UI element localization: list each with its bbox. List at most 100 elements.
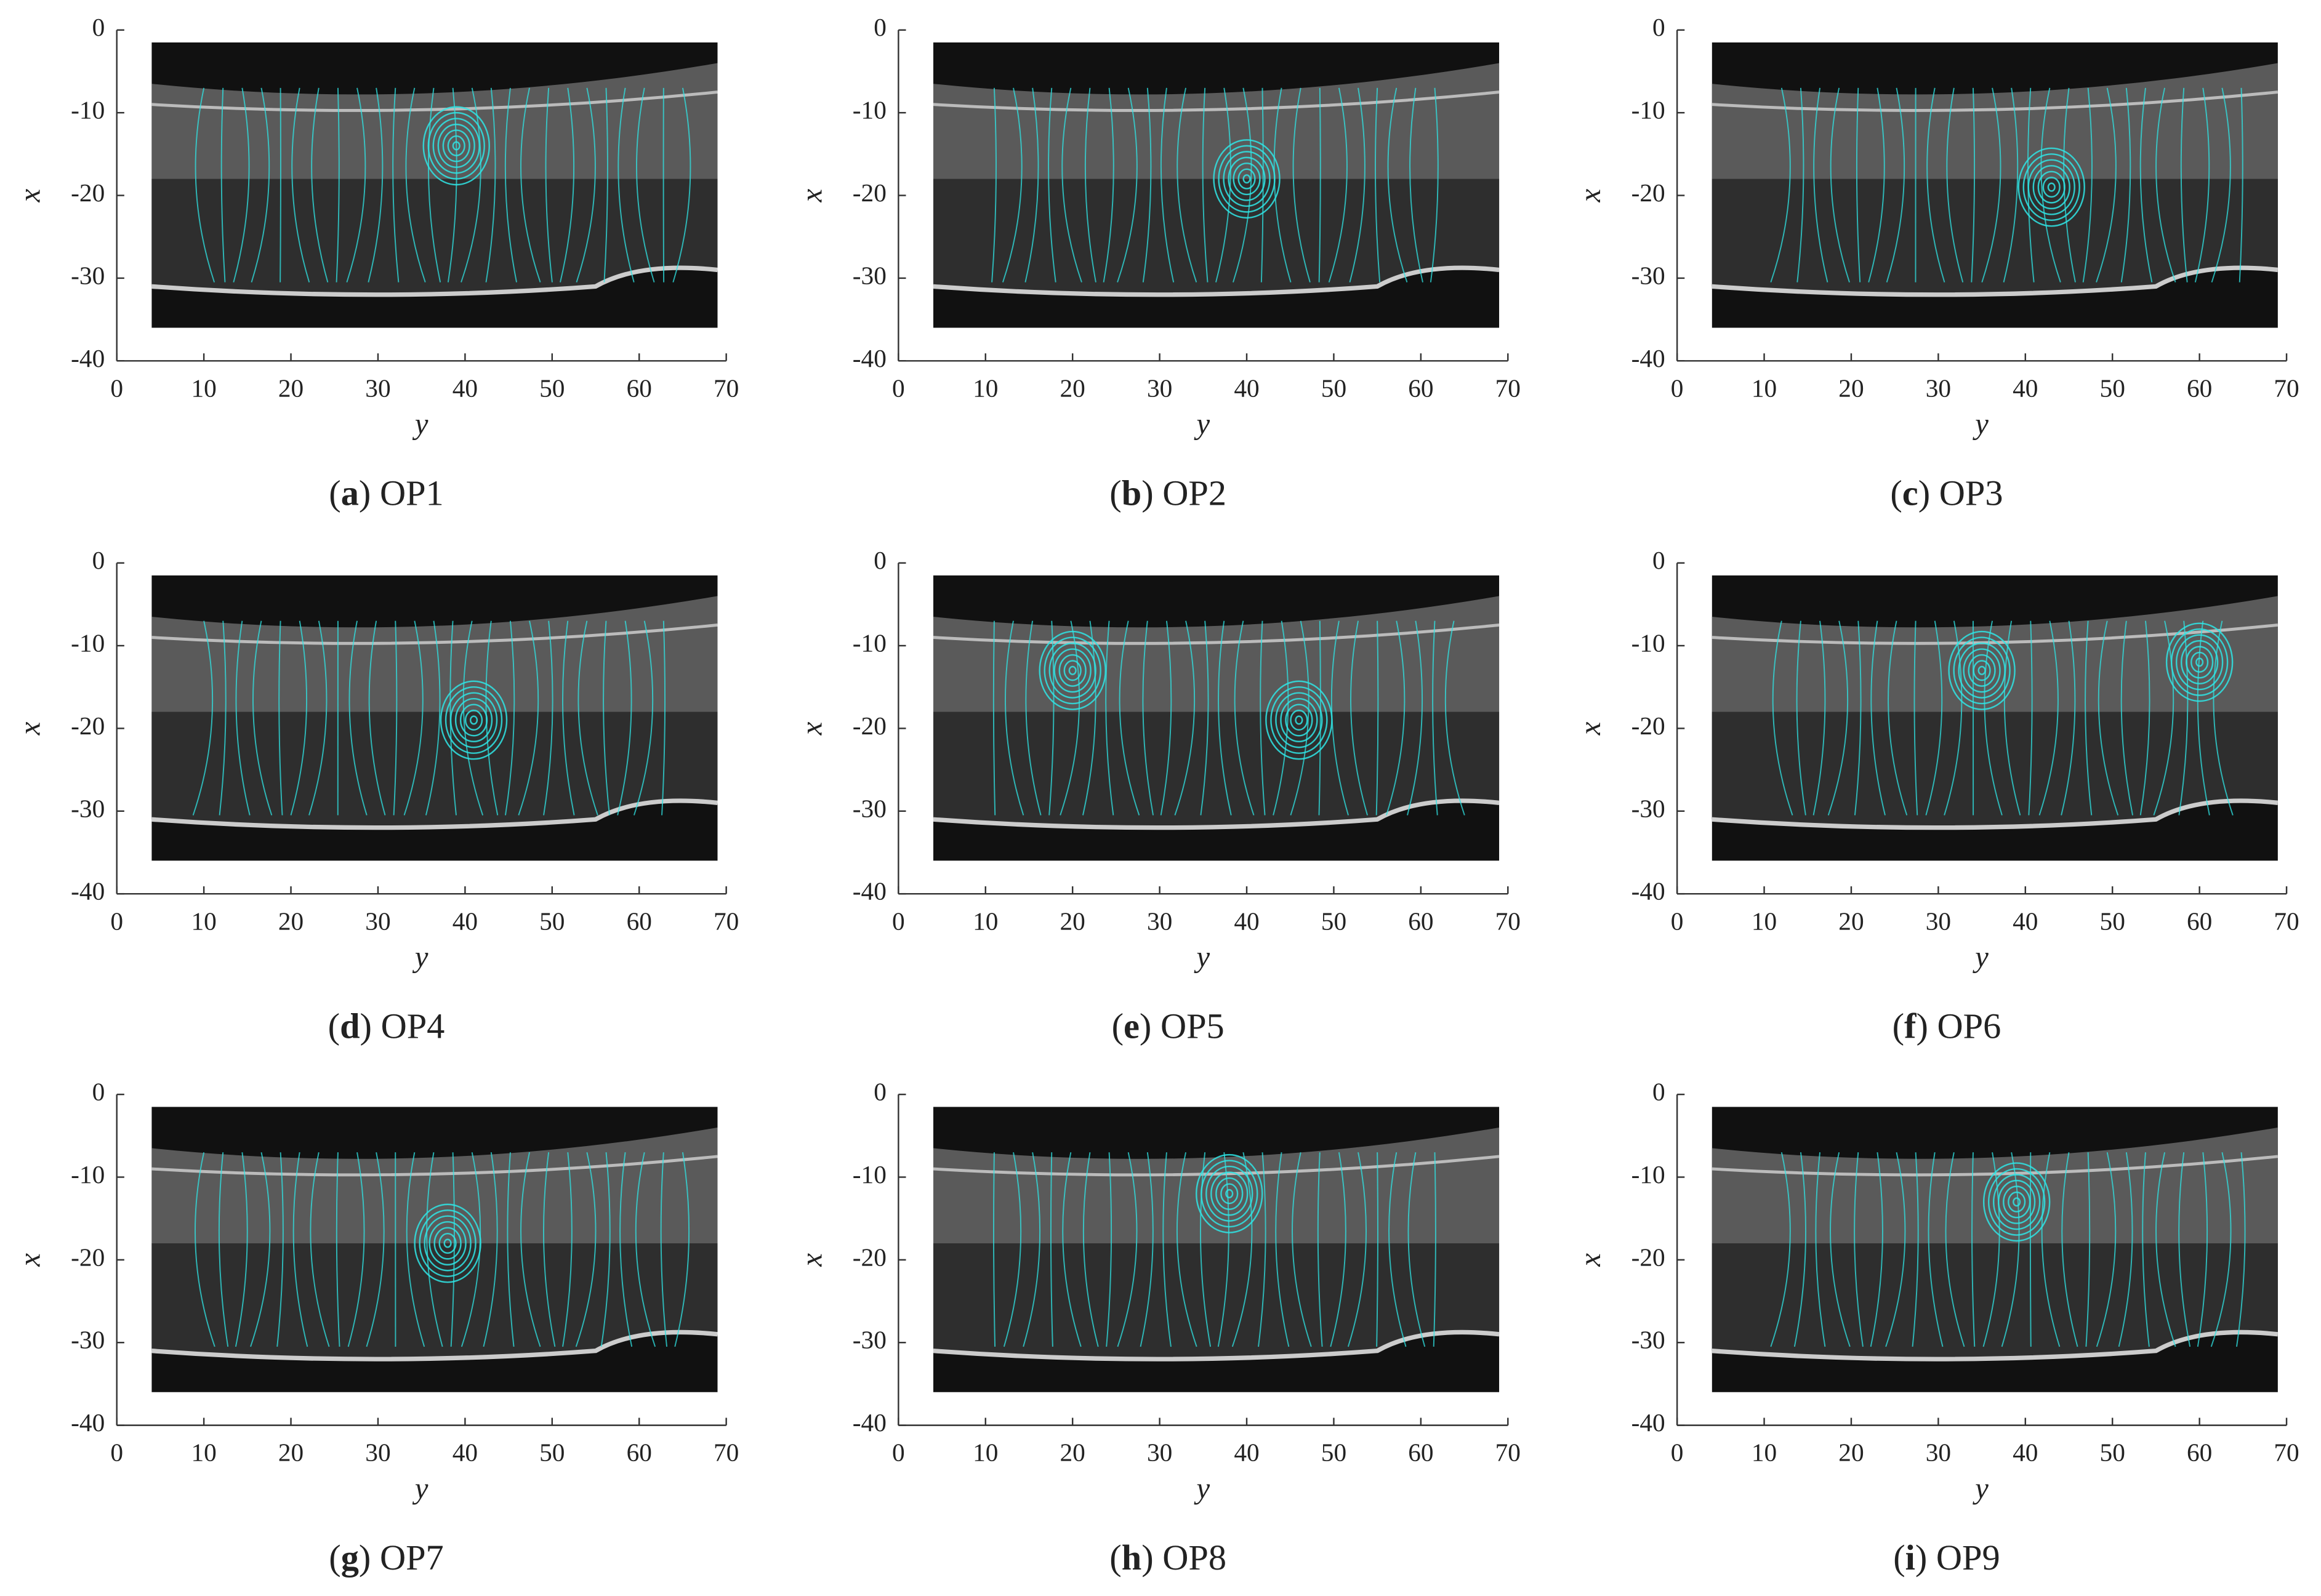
y-tick-label: -30	[1631, 794, 1665, 822]
streamline	[543, 1152, 556, 1347]
x-tick-label: 30	[1147, 907, 1172, 935]
y-tick-label: -30	[71, 261, 105, 289]
streamline	[336, 1152, 340, 1347]
caption-bracket: (	[328, 1006, 340, 1046]
x-tick-label: 10	[973, 907, 998, 935]
x-tick-label: 40	[453, 374, 478, 402]
vortex	[449, 692, 498, 748]
y-tick-label: -30	[71, 794, 105, 822]
x-tick-label: 60	[627, 374, 652, 402]
streamline	[195, 87, 215, 283]
y-tick-label: -20	[1631, 712, 1665, 740]
streamline	[635, 1152, 656, 1347]
x-tick-label: 30	[1147, 374, 1172, 402]
streamline	[603, 87, 608, 283]
y-axis-label: x	[795, 721, 828, 736]
vortex	[1039, 630, 1106, 710]
x-tick-label: 20	[278, 907, 304, 935]
streamline	[520, 1152, 541, 1347]
streamline	[1945, 1152, 1965, 1347]
vortex	[1270, 686, 1328, 754]
streamline	[1885, 1152, 1906, 1347]
streamline	[393, 620, 398, 816]
streamline	[507, 1152, 515, 1347]
streamline	[1971, 1152, 1976, 1347]
wall	[933, 624, 1500, 645]
x-tick-label: 0	[1671, 374, 1684, 402]
caption-bracket: (	[1890, 473, 1902, 513]
caption-letter: h	[1122, 1538, 1141, 1578]
streamline	[336, 87, 340, 283]
vortex	[469, 715, 478, 725]
caption-bracket: )	[360, 1006, 372, 1046]
streamline	[660, 1152, 668, 1347]
streamline	[311, 87, 329, 283]
streamline	[2040, 87, 2061, 283]
x-tick-label: 40	[453, 1438, 478, 1467]
vortex	[1201, 1160, 1258, 1228]
vortex	[454, 697, 493, 742]
caption-bracket: )	[1916, 1006, 1928, 1046]
streamline	[291, 87, 310, 283]
wall	[151, 1329, 718, 1361]
x-tick-label: 0	[1671, 1438, 1684, 1467]
x-axis-label: y	[1194, 407, 1210, 440]
y-tick-label: -20	[853, 1243, 887, 1271]
streamline	[1444, 620, 1465, 816]
streamline	[1796, 87, 1804, 283]
caption-letter: e	[1124, 1006, 1140, 1046]
x-tick-label: 70	[1495, 374, 1521, 402]
streamline	[1260, 620, 1266, 816]
streamline	[2155, 87, 2176, 283]
streamline	[1084, 87, 1096, 283]
panel: 0 10 20 30 40 50 60 70 0 -10 -20 -30 -40 y x (f) OP6	[1574, 546, 2299, 1046]
channel-shade	[1712, 712, 2278, 828]
vortex	[2175, 634, 2224, 691]
x-tick-label: 10	[1752, 907, 1777, 935]
wall	[151, 624, 718, 645]
vortex	[424, 1215, 472, 1272]
vortex	[1973, 660, 1991, 681]
caption-label: OP7	[380, 1538, 444, 1578]
vortex	[2190, 651, 2209, 673]
streamline	[1292, 1152, 1312, 1347]
streamline	[251, 87, 270, 283]
caption-label: OP3	[1939, 473, 2003, 513]
vortex	[1982, 1162, 2051, 1242]
vortex	[2170, 628, 2229, 696]
y-tick-label: -40	[71, 344, 105, 372]
streamline	[220, 87, 226, 283]
streamline	[2041, 1152, 2061, 1347]
streamline	[577, 620, 598, 816]
x-tick-label: 20	[1838, 907, 1864, 935]
x-tick-label: 40	[453, 907, 478, 935]
vortex	[2008, 1191, 2026, 1213]
streamline	[276, 1152, 284, 1347]
vortex	[2186, 646, 2214, 679]
vortex	[432, 118, 480, 174]
caption-bracket: )	[359, 1538, 371, 1578]
streamline	[233, 87, 250, 283]
streamline	[450, 1152, 455, 1347]
x-tick-label: 70	[714, 907, 739, 935]
y-tick-label: -40	[1631, 877, 1665, 905]
streamline	[1024, 87, 1039, 283]
streamline	[1290, 620, 1309, 816]
streamline	[1233, 87, 1252, 283]
wall	[1712, 90, 2278, 112]
y-axis-label: x	[14, 1253, 47, 1267]
y-tick-label: -10	[71, 629, 105, 657]
streamline	[1409, 87, 1423, 283]
streamline	[405, 87, 426, 283]
x-axis-label: y	[1972, 940, 1989, 973]
vortex	[437, 123, 475, 168]
streamline	[636, 87, 655, 283]
streamline	[427, 87, 441, 283]
streamline	[1407, 1152, 1426, 1347]
x-axis-label: y	[1194, 940, 1210, 973]
streamline	[2210, 1152, 2232, 1347]
streamline	[1023, 1152, 1041, 1347]
x-tick-label: 70	[1495, 907, 1521, 935]
streamline	[2139, 87, 2153, 283]
y-axis-label: x	[1574, 1253, 1607, 1267]
